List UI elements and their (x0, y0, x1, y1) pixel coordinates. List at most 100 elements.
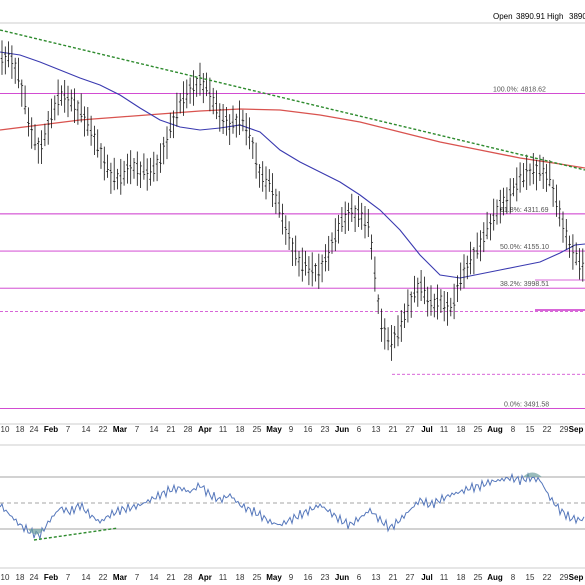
high-value: 3890 (569, 12, 585, 21)
x-tick-label: 9 (289, 573, 294, 582)
x-axis-price: 10 18 24 Feb 7 14 22 Mar 7 14 21 28 Apr 11 18 25 May 9 16 2… (1, 425, 584, 434)
x-tick-label: Feb (44, 573, 58, 582)
x-tick-label: May (266, 425, 282, 434)
x-tick-label: 22 (99, 425, 108, 434)
x-tick-label: Jul (421, 425, 433, 434)
x-tick-label: 15 (526, 573, 535, 582)
x-tick-label: 29 (560, 425, 569, 434)
x-tick-label: 7 (66, 425, 71, 434)
x-tick-label: 11 (219, 425, 228, 434)
open-value: 3890.91 (516, 12, 545, 21)
x-tick-label: 7 (135, 425, 140, 434)
moving-averages (0, 51, 585, 279)
oversold-shade (28, 529, 44, 535)
x-tick-label: 18 (236, 573, 245, 582)
x-tick-label: May (266, 573, 282, 582)
x-tick-label: 22 (543, 573, 552, 582)
open-label: Open (493, 12, 513, 21)
x-tick-label: 24 (30, 425, 39, 434)
x-tick-label: 22 (543, 425, 552, 434)
oscillator-line (0, 472, 585, 541)
fib-label: 50.0%: 4155.10 (500, 244, 549, 251)
x-tick-label: 11 (440, 425, 449, 434)
x-tick-label: Aug (487, 425, 503, 434)
x-tick-label: 22 (99, 573, 108, 582)
x-tick-label: 27 (406, 573, 415, 582)
x-tick-label: Jun (335, 425, 349, 434)
x-tick-label: 21 (389, 573, 398, 582)
x-tick-label: 16 (304, 425, 313, 434)
x-tick-label: 29 (560, 573, 569, 582)
x-tick-label: Apr (198, 425, 212, 434)
x-tick-label: 23 (321, 573, 330, 582)
x-tick-label: 14 (82, 425, 91, 434)
x-tick-label: 18 (236, 425, 245, 434)
x-tick-label: Apr (198, 573, 212, 582)
x-tick-label: 6 (357, 425, 362, 434)
osc-reference-lines (0, 476, 585, 530)
x-tick-label: 28 (184, 573, 193, 582)
x-tick-label: 25 (474, 425, 483, 434)
price-bars (0, 40, 585, 361)
ma50-line (0, 51, 585, 279)
x-tick-label: 25 (474, 573, 483, 582)
x-tick-label: Sep (569, 573, 584, 582)
support-levels (0, 279, 585, 375)
x-tick-label: 28 (184, 425, 193, 434)
x-tick-label: 21 (389, 425, 398, 434)
fib-label: 0.0%: 3491.58 (504, 402, 549, 409)
fibonacci-levels: 100.0%: 4818.62 61.8%: 4311.69 50.0%: 4155… (0, 87, 585, 410)
fib-label: 38.2%: 3998.51 (500, 281, 549, 288)
x-tick-label: 8 (511, 573, 516, 582)
osc-trendline (33, 527, 119, 541)
high-label: High (547, 12, 563, 21)
x-tick-label: 15 (526, 425, 535, 434)
fib-label: 100.0%: 4818.62 (493, 87, 546, 94)
x-tick-label: Mar (113, 425, 127, 434)
resistance-trendline (0, 29, 585, 171)
x-tick-label: 18 (457, 573, 466, 582)
osc-trendline (33, 527, 119, 541)
x-tick-label: 25 (253, 425, 262, 434)
fib-label: 61.8%: 4311.69 (500, 207, 549, 214)
header-readout: Open 3890.91 High 3890 (493, 12, 585, 21)
osc-series (0, 472, 585, 541)
x-tick-label: 6 (357, 573, 362, 582)
x-tick-label: Feb (44, 425, 58, 434)
x-tick-label: Aug (487, 573, 503, 582)
x-tick-label: 7 (66, 573, 71, 582)
x-tick-label: 24 (30, 573, 39, 582)
trendlines (0, 29, 585, 171)
x-tick-label: 16 (304, 573, 313, 582)
x-tick-label: 13 (372, 425, 381, 434)
x-tick-label: Jul (421, 573, 433, 582)
x-tick-label: 25 (253, 573, 262, 582)
x-tick-label: 21 (167, 425, 176, 434)
x-tick-label: 11 (440, 573, 449, 582)
x-tick-label: 14 (82, 573, 91, 582)
overbought-shade (523, 472, 542, 477)
x-tick-label: 18 (457, 425, 466, 434)
x-tick-label: 8 (511, 425, 516, 434)
x-tick-label: 13 (372, 573, 381, 582)
x-tick-label: 21 (167, 573, 176, 582)
x-tick-label: 18 (16, 573, 25, 582)
oscillator-panel (0, 444, 585, 569)
x-tick-label: 14 (150, 425, 159, 434)
x-tick-label: 18 (16, 425, 25, 434)
x-tick-label: 10 (1, 425, 10, 434)
x-tick-label: 11 (219, 573, 228, 582)
x-tick-label: Mar (113, 573, 127, 582)
x-tick-label: 10 (1, 573, 10, 582)
x-tick-label: 9 (289, 425, 294, 434)
x-tick-label: 27 (406, 425, 415, 434)
ma200-line (0, 108, 585, 169)
x-tick-label: 14 (150, 573, 159, 582)
x-tick-label: 7 (135, 573, 140, 582)
x-tick-label: 23 (321, 425, 330, 434)
price-panel: 100.0%: 4818.62 61.8%: 4311.69 50.0%: 4155… (0, 22, 585, 425)
x-tick-label: Jun (335, 573, 349, 582)
